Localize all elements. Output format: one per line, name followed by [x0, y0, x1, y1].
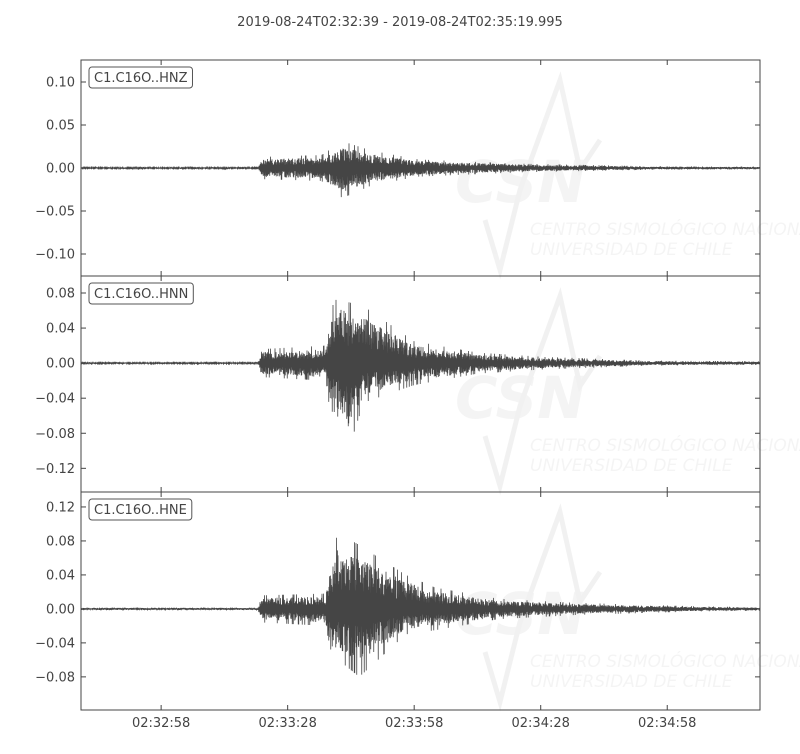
watermark-line2: UNIVERSIDAD DE CHILE: [530, 456, 733, 476]
y-tick-label: 0.00: [46, 162, 75, 177]
y-tick-label: 0.08: [46, 534, 75, 549]
y-tick-label: −0.08: [35, 427, 75, 442]
axes-frame: [80, 491, 761, 711]
watermark-line2: UNIVERSIDAD DE CHILE: [530, 672, 733, 692]
y-tick-label: −0.08: [35, 670, 75, 685]
y-tick-label: −0.10: [35, 247, 75, 262]
trace-label-box: [88, 282, 194, 305]
trace-label-box: [88, 66, 193, 89]
watermark-wave: [482, 287, 603, 496]
waveform-C1.C16O..HNZ: [80, 143, 761, 198]
watermark-logo: CSN: [455, 364, 586, 432]
y-tick-label: −0.12: [35, 462, 75, 477]
x-tick-label: 02:32:58: [132, 716, 190, 731]
waveform-C1.C16O..HNE: [80, 537, 761, 675]
y-tick-label: 0.00: [46, 357, 75, 372]
y-tick-label: 0.08: [46, 287, 75, 302]
x-tick-label: 02:34:28: [512, 716, 570, 731]
waveform-C1.C16O..HNN: [80, 299, 761, 432]
watermark-line1: CENTRO SISMOLÓGICO NACIONAL: [530, 218, 800, 240]
x-tick-label: 02:33:28: [258, 716, 316, 731]
trace-label: C1.C16O..HNE: [94, 503, 187, 518]
watermark-line2: UNIVERSIDAD DE CHILE: [530, 240, 733, 260]
chart-title: 2019-08-24T02:32:39 - 2019-08-24T02:35:1…: [237, 15, 563, 30]
trace-label-box: [88, 498, 193, 521]
x-tick-label: 02:34:58: [638, 716, 696, 731]
y-tick-label: −0.04: [35, 636, 75, 651]
x-tick-label: 02:33:58: [385, 716, 443, 731]
y-tick-label: 0.05: [46, 119, 75, 134]
watermark-line1: CENTRO SISMOLÓGICO NACIONAL: [530, 650, 800, 672]
watermark-line1: CENTRO SISMOLÓGICO NACIONAL: [530, 434, 800, 456]
y-tick-label: −0.05: [35, 204, 75, 219]
trace-label: C1.C16O..HNN: [94, 287, 188, 302]
y-tick-label: 0.10: [46, 76, 75, 91]
y-tick-label: 0.04: [46, 322, 75, 337]
trace-label: C1.C16O..HNZ: [94, 71, 188, 86]
watermark-wave: [482, 503, 603, 712]
watermark-logo: CSN: [455, 148, 586, 216]
y-tick-label: 0.12: [46, 500, 75, 515]
y-tick-label: 0.00: [46, 602, 75, 617]
y-tick-label: −0.04: [35, 392, 75, 407]
y-tick-label: 0.04: [46, 568, 75, 583]
